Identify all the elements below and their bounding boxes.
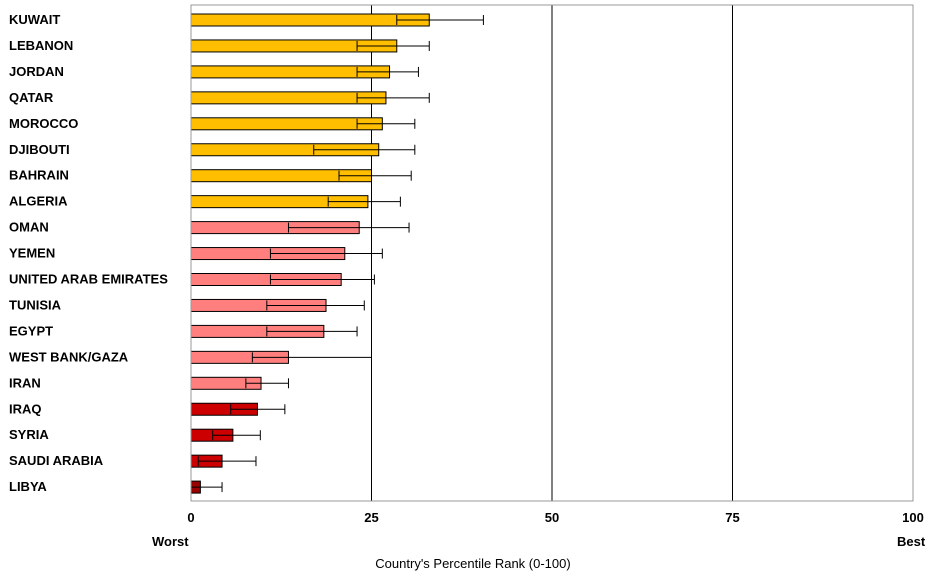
plot-frame xyxy=(190,4,914,502)
category-label: JORDAN xyxy=(9,64,64,79)
x-tick-label: 0 xyxy=(187,510,194,525)
category-label: WEST BANK/GAZA xyxy=(9,349,129,364)
category-labels: KUWAIT LEBANON JORDAN QATAR MOROCCO DJIBOUTI B… xyxy=(9,12,168,494)
category-label: YEMEN xyxy=(9,246,55,261)
category-label: OMAN xyxy=(9,220,49,235)
best-label: Best xyxy=(897,534,926,549)
x-tick-label: 50 xyxy=(545,510,559,525)
x-tick-labels: 0 25 50 75 100 xyxy=(187,510,923,525)
x-tick-label: 25 xyxy=(364,510,378,525)
bar xyxy=(190,13,430,27)
category-label: SYRIA xyxy=(9,427,49,442)
category-label: UNITED ARAB EMIRATES xyxy=(9,272,168,287)
category-label: ALGERIA xyxy=(9,194,68,209)
x-axis-title: Country's Percentile Rank (0-100) xyxy=(375,556,570,571)
category-label: SAUDI ARABIA xyxy=(9,453,104,468)
worst-label: Worst xyxy=(152,534,189,549)
category-label: IRAN xyxy=(9,375,41,390)
category-label: QATAR xyxy=(9,90,54,105)
category-label: TUNISIA xyxy=(9,297,62,312)
category-label: MOROCCO xyxy=(9,116,78,131)
category-label: KUWAIT xyxy=(9,12,60,27)
x-tick-label: 75 xyxy=(725,510,739,525)
error-bars xyxy=(190,15,484,493)
category-label: DJIBOUTI xyxy=(9,142,70,157)
x-tick-label: 100 xyxy=(902,510,924,525)
category-label: LEBANON xyxy=(9,38,73,53)
category-label: IRAQ xyxy=(9,401,42,416)
category-label: LIBYA xyxy=(9,479,47,494)
category-label: BAHRAIN xyxy=(9,168,69,183)
bar xyxy=(190,117,383,131)
gridlines xyxy=(371,5,733,501)
category-label: EGYPT xyxy=(9,323,53,338)
